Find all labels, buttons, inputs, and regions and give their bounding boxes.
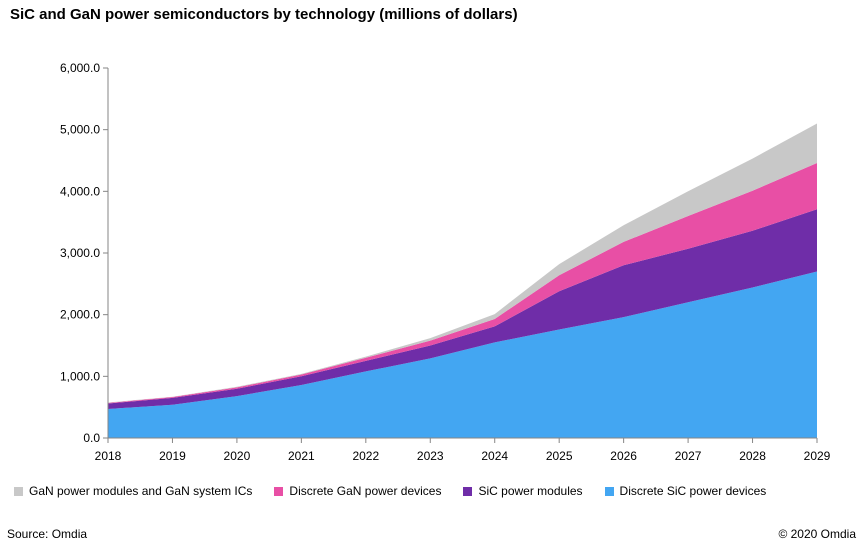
legend-item-sic-modules: SiC power modules (463, 484, 583, 498)
x-tick-label: 2028 (739, 449, 766, 463)
x-tick-label: 2019 (159, 449, 186, 463)
chart-title: SiC and GaN power semiconductors by tech… (10, 6, 518, 23)
y-tick-label: 2,000.0 (60, 308, 100, 322)
legend-item-discrete-gan: Discrete GaN power devices (274, 484, 441, 498)
source-note: Source: Omdia (7, 527, 88, 541)
legend-swatch (463, 486, 473, 496)
stacked-area-chart: 0.0 1,000.0 2,000.0 3,000.0 4,000.0 5,000.0 6,… (60, 61, 831, 463)
y-tick-label: 6,000.0 (60, 61, 100, 75)
legend-swatch (14, 486, 23, 496)
x-tick-label: 2018 (95, 449, 122, 463)
y-tick-label: 3,000.0 (60, 246, 100, 260)
y-tick-label: 5,000.0 (60, 123, 100, 137)
x-tick-label: 2024 (481, 449, 508, 463)
legend-swatch (604, 486, 614, 496)
legend-label: GaN power modules and GaN system ICs (29, 484, 253, 498)
legend-label: Discrete SiC power devices (619, 484, 767, 498)
y-tick-label: 0.0 (83, 431, 100, 445)
legend-label: SiC power modules (478, 484, 583, 498)
y-tick-label: 4,000.0 (60, 184, 100, 198)
y-tick-label: 1,000.0 (60, 369, 100, 383)
x-tick-label: 2020 (224, 449, 251, 463)
x-tick-label: 2029 (804, 449, 831, 463)
x-tick-label: 2025 (546, 449, 573, 463)
legend-swatch (274, 486, 284, 496)
legend-item-discrete-sic: Discrete SiC power devices (604, 484, 767, 498)
x-tick-label: 2027 (675, 449, 702, 463)
legend-item-gan-modules: GaN power modules and GaN system ICs (14, 484, 252, 498)
copyright-note: © 2020 Omdia (778, 527, 856, 541)
x-tick-label: 2026 (610, 449, 637, 463)
area-series-0 (108, 271, 817, 438)
area-layers (108, 123, 817, 438)
axes: 0.0 1,000.0 2,000.0 3,000.0 4,000.0 5,000.0 6,… (60, 61, 831, 463)
legend-label: Discrete GaN power devices (289, 484, 442, 498)
x-tick-label: 2022 (352, 449, 379, 463)
x-tick-label: 2021 (288, 449, 315, 463)
x-tick-label: 2023 (417, 449, 444, 463)
legend: GaN power modules and GaN system ICs Dis… (14, 484, 859, 498)
